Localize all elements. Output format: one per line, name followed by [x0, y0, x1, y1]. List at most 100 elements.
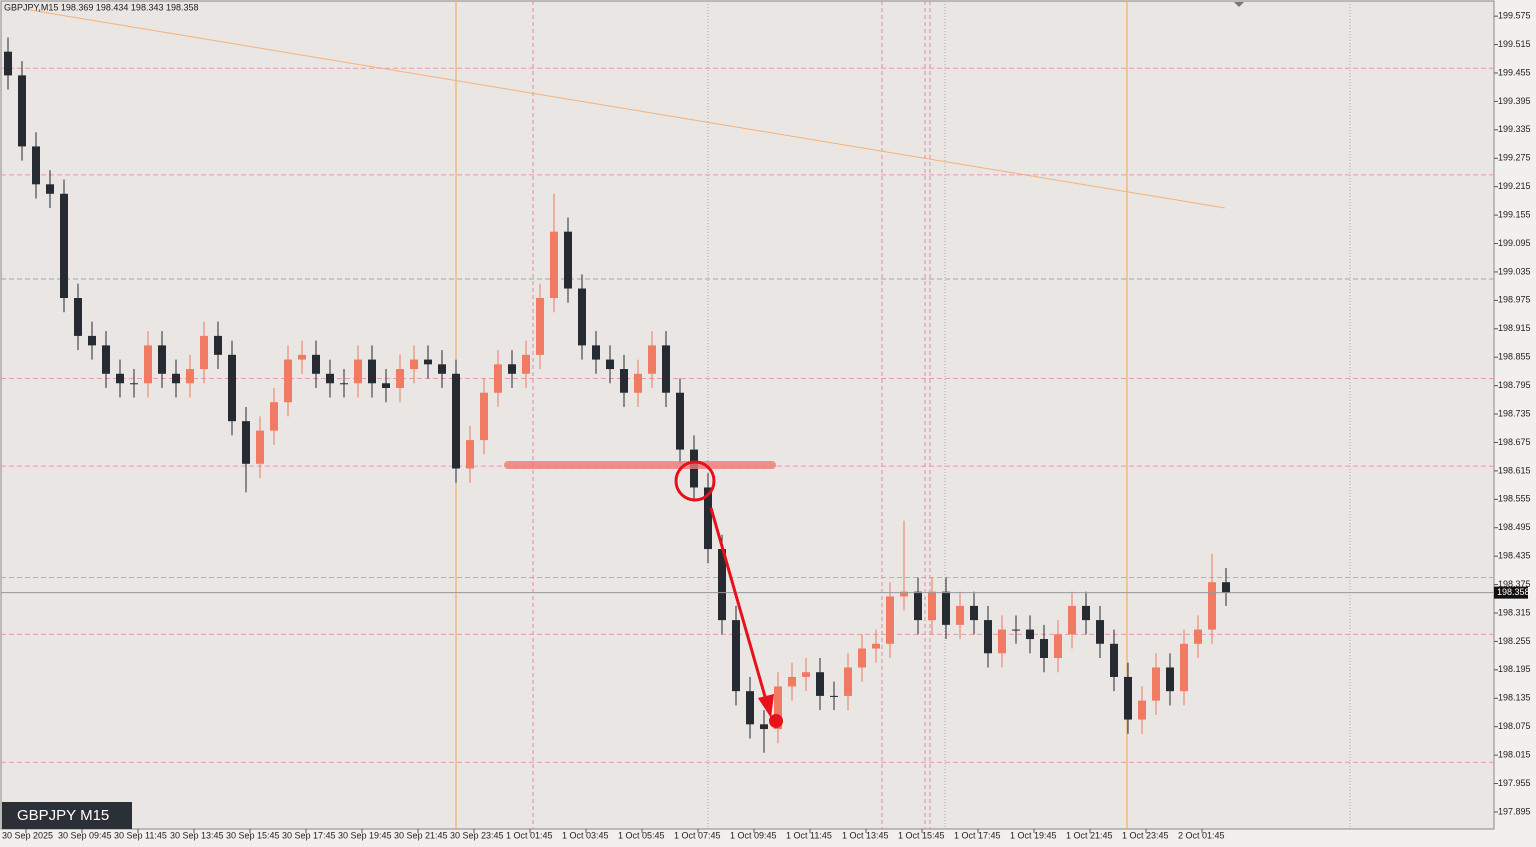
y-tick-label: 198.375 — [1498, 579, 1531, 589]
x-tick-label: 1 Oct 13:45 — [842, 830, 889, 840]
candle-body — [718, 549, 726, 621]
candle-body — [340, 383, 348, 385]
candle-body — [32, 146, 40, 185]
x-tick-label: 1 Oct 11:45 — [786, 830, 832, 840]
candle-body — [312, 354, 320, 374]
candle-body — [1082, 605, 1090, 621]
candle-body — [172, 373, 180, 384]
candle-body — [1180, 643, 1188, 692]
price-tag — [1494, 586, 1528, 599]
chart-header: GBPJPY,M15 198.369 198.434 198.343 198.3… — [4, 2, 199, 12]
y-tick-label: 198.315 — [1498, 607, 1531, 617]
candle-body — [522, 354, 530, 374]
x-tick-label: 30 Sep 13:45 — [170, 830, 224, 840]
candle-body — [368, 359, 376, 384]
x-tick-label: 1 Oct 21:45 — [1066, 830, 1113, 840]
candle-body — [1152, 667, 1160, 701]
candle-body — [634, 373, 642, 393]
candle-body — [466, 440, 474, 469]
candle-body — [1054, 634, 1062, 658]
x-tick-label: 1 Oct 15:45 — [898, 830, 945, 840]
candle-body — [900, 591, 908, 597]
candle-body — [354, 359, 362, 384]
y-tick-label: 198.135 — [1498, 693, 1531, 703]
candle-body — [942, 591, 950, 625]
y-tick-label: 198.795 — [1498, 380, 1531, 390]
x-tick-label: 1 Oct 03:45 — [562, 830, 609, 840]
candle-body — [592, 345, 600, 360]
candle-body — [396, 369, 404, 388]
y-tick-label: 198.495 — [1498, 522, 1531, 532]
candle-body — [774, 686, 782, 730]
y-tick-label: 199.455 — [1498, 67, 1531, 77]
y-tick-label: 198.735 — [1498, 408, 1531, 418]
symbol-label: GBPJPY M15 — [17, 807, 109, 824]
candle-body — [326, 373, 334, 384]
candle-body — [760, 724, 768, 730]
candle-body — [704, 487, 712, 550]
candle-body — [844, 667, 852, 696]
candle-body — [508, 364, 516, 374]
y-tick-label: 199.395 — [1498, 96, 1531, 106]
candle-body — [536, 298, 544, 355]
scroll-marker — [1234, 2, 1244, 7]
candle-body — [620, 369, 628, 393]
candle-body — [564, 231, 572, 289]
y-tick-label: 198.975 — [1498, 295, 1531, 305]
y-tick-label: 199.215 — [1498, 181, 1531, 191]
y-tick-label: 198.855 — [1498, 352, 1531, 362]
candle-body — [298, 354, 306, 360]
candle-body — [676, 392, 684, 450]
x-tick-label: 30 Sep 11:45 — [114, 830, 167, 840]
candle-body — [480, 392, 488, 441]
y-tick-label: 199.515 — [1498, 39, 1531, 49]
x-tick-label: 1 Oct 01:45 — [506, 830, 553, 840]
candle-body — [382, 383, 390, 388]
annotation-circle — [674, 460, 716, 502]
x-tick-label: 30 Sep 21:45 — [394, 830, 448, 840]
candle-body — [872, 643, 880, 649]
candle-body — [606, 359, 614, 370]
candle-body — [228, 354, 236, 422]
y-tick-label: 198.015 — [1498, 749, 1531, 759]
candle-body — [18, 75, 26, 147]
y-tick-label: 198.435 — [1498, 551, 1531, 561]
candle-body — [200, 335, 208, 370]
candle-body — [452, 373, 460, 469]
x-tick-label: 1 Oct 23:45 — [1122, 830, 1169, 840]
annotation-arrowhead — [758, 694, 774, 718]
candle-body — [438, 364, 446, 374]
candle-body — [984, 620, 992, 654]
candle-body — [802, 672, 810, 677]
y-tick-label: 198.555 — [1498, 494, 1531, 504]
y-tick-label: 198.915 — [1498, 323, 1531, 333]
candle-body — [858, 648, 866, 668]
candle-body — [1096, 620, 1104, 644]
y-tick-label: 199.335 — [1498, 124, 1531, 134]
annotation-dot — [769, 714, 783, 728]
y-tick-label: 198.255 — [1498, 636, 1531, 646]
candle-body — [256, 430, 264, 464]
candle-body — [1012, 629, 1020, 631]
candle-body — [144, 345, 152, 384]
plot-area — [0, 0, 1495, 830]
candle-body — [1026, 629, 1034, 640]
y-tick-label: 199.155 — [1498, 209, 1531, 219]
candle-body — [130, 383, 138, 385]
candle-body — [830, 695, 838, 697]
candle-body — [494, 364, 502, 393]
candle-body — [956, 605, 964, 625]
candle-body — [1138, 700, 1146, 720]
candle-body — [158, 345, 166, 374]
candle-body — [410, 359, 418, 370]
y-tick-label: 198.075 — [1498, 721, 1531, 731]
x-tick-label: 1 Oct 17:45 — [954, 830, 1001, 840]
candle-body — [284, 359, 292, 403]
vertical-lines — [455, 1, 1351, 829]
y-tick-label: 198.675 — [1498, 437, 1531, 447]
candle-body — [60, 193, 68, 298]
candle-body — [998, 629, 1006, 654]
candle-body — [1166, 667, 1174, 692]
candle-body — [46, 184, 54, 194]
x-tick-label: 30 Sep 17:45 — [282, 830, 336, 840]
